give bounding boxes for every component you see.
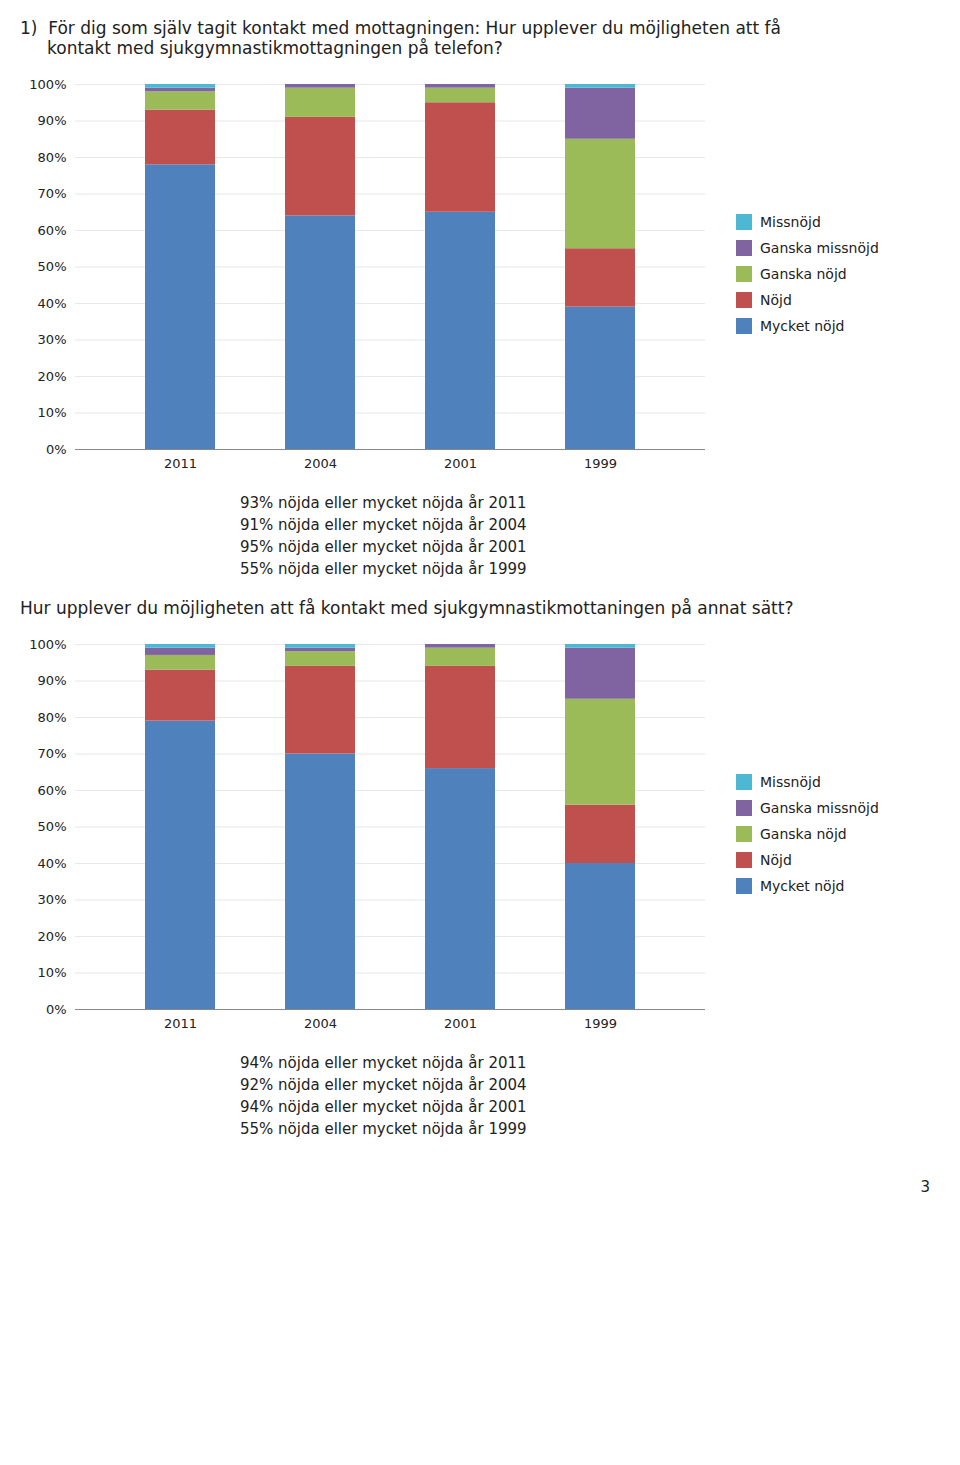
svg-text:2004: 2004 bbox=[304, 456, 337, 471]
html-text:Ganska missnöjd: Ganska missnöjd bbox=[760, 240, 879, 256]
svg-text:20%: 20% bbox=[38, 369, 67, 384]
svg-text:100%: 100% bbox=[29, 77, 66, 92]
svg-text:40%: 40% bbox=[38, 856, 67, 871]
svg-text:1999: 1999 bbox=[584, 1016, 617, 1031]
svg-text:2004: 2004 bbox=[304, 1016, 337, 1031]
html-text:Nöjd: Nöjd bbox=[760, 292, 792, 308]
svg-text:0%: 0% bbox=[46, 1002, 67, 1017]
html-text:Nöjd: Nöjd bbox=[760, 852, 792, 868]
svg-text:30%: 30% bbox=[38, 332, 67, 347]
svg-text:80%: 80% bbox=[38, 150, 67, 165]
svg-text:10%: 10% bbox=[38, 405, 67, 420]
svg-text:2011: 2011 bbox=[164, 456, 197, 471]
svg-text:20%: 20% bbox=[38, 929, 67, 944]
svg-text:70%: 70% bbox=[38, 746, 67, 761]
html-text:94% nöjda eller mycket nöjda å: 94% nöjda eller mycket nöjda år 2011 bbox=[240, 1054, 527, 1072]
html-text:kontakt med sjukgymnastikmotta: kontakt med sjukgymnastikmottagningen på… bbox=[20, 38, 503, 58]
html-text:Missnöjd: Missnöjd bbox=[760, 774, 821, 790]
svg-text:1999: 1999 bbox=[584, 456, 617, 471]
html-text:Ganska nöjd: Ganska nöjd bbox=[760, 826, 847, 842]
svg-text:50%: 50% bbox=[38, 259, 67, 274]
html-text:93% nöjda eller mycket nöjda å: 93% nöjda eller mycket nöjda år 2011 bbox=[240, 494, 527, 512]
svg-text:30%: 30% bbox=[38, 892, 67, 907]
svg-text:10%: 10% bbox=[38, 965, 67, 980]
html-text:92% nöjda eller mycket nöjda å: 92% nöjda eller mycket nöjda år 2004 bbox=[240, 1076, 527, 1094]
html-text:91% nöjda eller mycket nöjda å: 91% nöjda eller mycket nöjda år 2004 bbox=[240, 516, 527, 534]
html-text:Hur upplever du möjligheten at: Hur upplever du möjligheten att få konta… bbox=[20, 598, 794, 618]
svg-text:0%: 0% bbox=[46, 442, 67, 457]
svg-text:40%: 40% bbox=[38, 296, 67, 311]
html-text:Ganska nöjd: Ganska nöjd bbox=[760, 266, 847, 282]
svg-text:80%: 80% bbox=[38, 710, 67, 725]
svg-text:70%: 70% bbox=[38, 186, 67, 201]
svg-text:2001: 2001 bbox=[444, 1016, 477, 1031]
svg-text:2011: 2011 bbox=[164, 1016, 197, 1031]
svg-text:60%: 60% bbox=[38, 783, 67, 798]
html-text:55% nöjda eller mycket nöjda å: 55% nöjda eller mycket nöjda år 1999 bbox=[240, 560, 527, 578]
svg-text:50%: 50% bbox=[38, 819, 67, 834]
html-text:Mycket nöjd: Mycket nöjd bbox=[760, 318, 845, 334]
svg-text:90%: 90% bbox=[38, 673, 67, 688]
svg-text:60%: 60% bbox=[38, 223, 67, 238]
html-text:Mycket nöjd: Mycket nöjd bbox=[760, 878, 845, 894]
html-text:94% nöjda eller mycket nöjda å: 94% nöjda eller mycket nöjda år 2001 bbox=[240, 1098, 527, 1116]
svg-text:2001: 2001 bbox=[444, 456, 477, 471]
html-text:1) För dig som själv tagit kon: 1) För dig som själv tagit kontakt med m… bbox=[20, 18, 781, 38]
html-text:55% nöjda eller mycket nöjda å: 55% nöjda eller mycket nöjda år 1999 bbox=[240, 1120, 527, 1138]
html-text:Ganska missnöjd: Ganska missnöjd bbox=[760, 800, 879, 816]
svg-text:90%: 90% bbox=[38, 113, 67, 128]
svg-text:100%: 100% bbox=[29, 637, 66, 652]
html-text:3: 3 bbox=[920, 1178, 930, 1196]
html-text:Missnöjd: Missnöjd bbox=[760, 214, 821, 230]
html-text:95% nöjda eller mycket nöjda å: 95% nöjda eller mycket nöjda år 2001 bbox=[240, 538, 527, 556]
